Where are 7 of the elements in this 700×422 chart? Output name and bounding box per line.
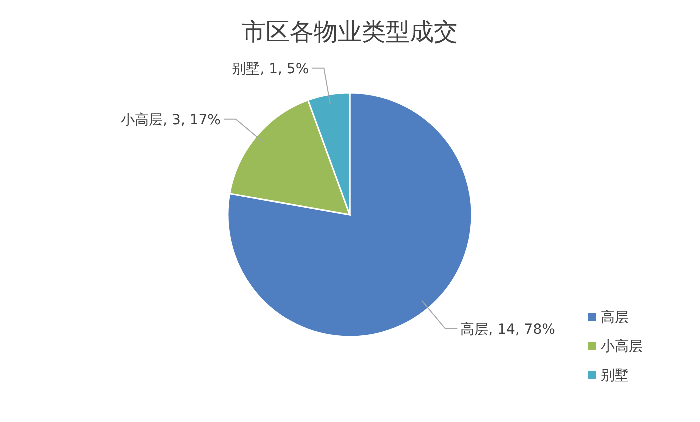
legend-label: 高层 bbox=[601, 310, 629, 326]
legend-label: 别墅 bbox=[601, 368, 629, 384]
chart-title: 市区各物业类型成交 bbox=[242, 18, 458, 46]
category-label: 高层, 14, 78% bbox=[460, 322, 556, 338]
category-label: 别墅, 1, 5% bbox=[232, 61, 310, 78]
category-label: 小高层, 3, 17% bbox=[121, 112, 221, 128]
legend-label: 小高层 bbox=[601, 339, 643, 355]
